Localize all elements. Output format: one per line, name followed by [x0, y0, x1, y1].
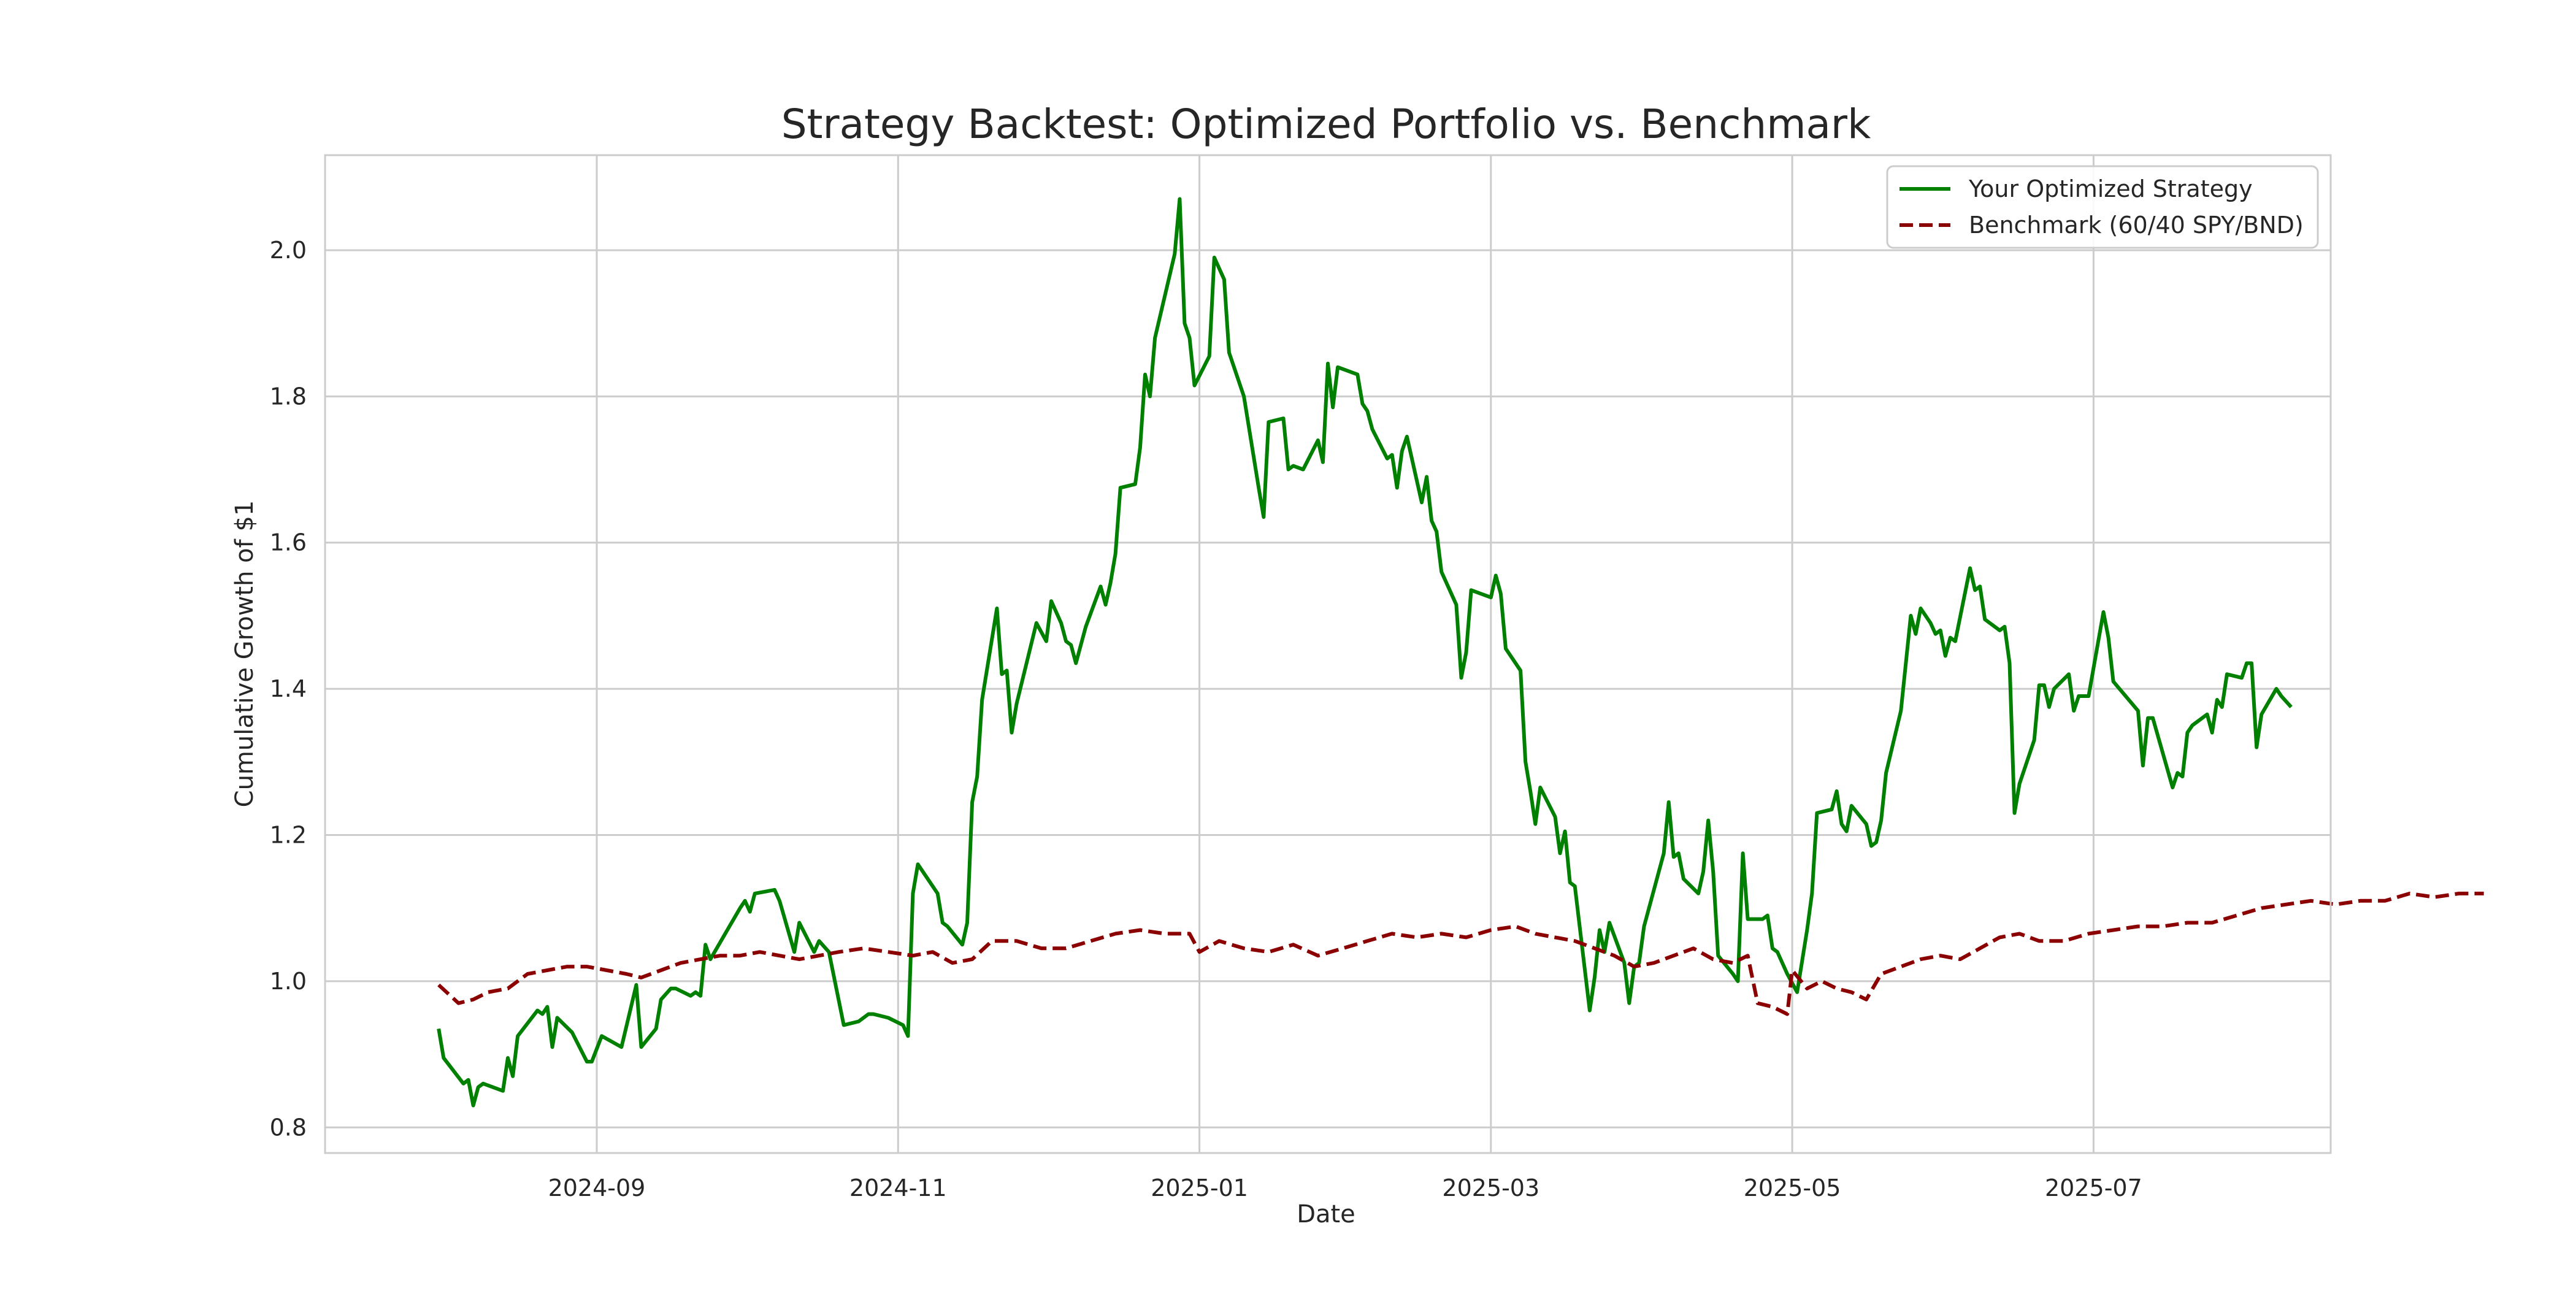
y-tick-label: 1.0: [270, 968, 307, 995]
y-tick-label: 2.0: [270, 237, 307, 264]
y-axis-ticks: 0.8 1.0 1.2 1.4 1.6 1.8 2.0: [270, 237, 307, 1141]
y-tick-label: 1.4: [270, 675, 307, 702]
x-tick-label: 2025-05: [1744, 1174, 1841, 1201]
x-tick-label: 2025-03: [1442, 1174, 1539, 1201]
x-tick-label: 2025-07: [2045, 1174, 2142, 1201]
legend-label-strategy: Your Optimized Strategy: [1968, 175, 2253, 202]
chart-title: Strategy Backtest: Optimized Portfolio v…: [781, 101, 1871, 148]
series-line-benchmark: [437, 891, 2484, 1016]
x-tick-label: 2025-01: [1151, 1174, 1248, 1201]
legend: Your Optimized Strategy Benchmark (60/40…: [1886, 165, 2319, 249]
y-tick-label: 1.8: [270, 383, 307, 410]
series-layer: [437, 197, 2484, 1108]
y-tick-label: 1.2: [270, 822, 307, 849]
y-tick-label: 1.6: [270, 529, 307, 556]
x-tick-label: 2024-11: [849, 1174, 947, 1201]
series-line-optimized-strategy: [437, 197, 2293, 1108]
x-axis-label: Date: [1297, 1200, 1355, 1228]
legend-box: [1886, 165, 2319, 249]
gridlines: [325, 155, 2331, 1153]
x-tick-label: 2024-09: [548, 1174, 646, 1201]
plot-frame: [324, 154, 2332, 1154]
y-tick-label: 0.8: [270, 1114, 307, 1141]
y-axis-label: Cumulative Growth of $1: [231, 500, 259, 808]
x-axis-ticks: 2024-09 2024-11 2025-01 2025-03 2025-05 2025-…: [548, 1174, 2142, 1201]
legend-label-benchmark: Benchmark (60/40 SPY/BND): [1969, 212, 2304, 239]
